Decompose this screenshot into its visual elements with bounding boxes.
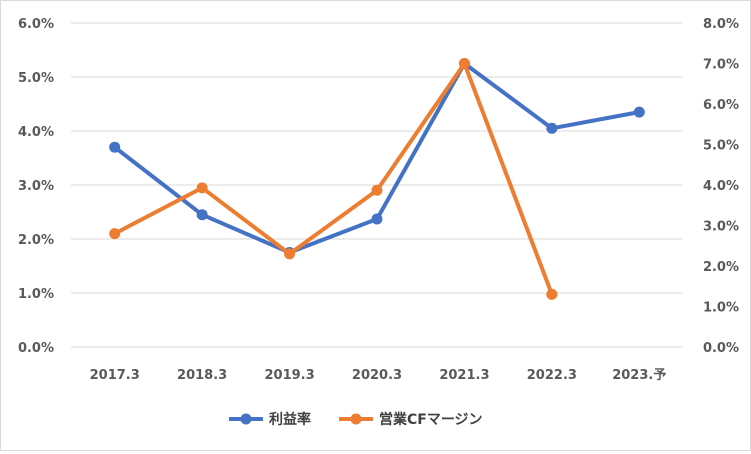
legend-label-cf-margin: 営業CFマージン [379, 411, 483, 428]
right-tick-label: 2.0% [703, 260, 739, 275]
data-point-profit-rate [371, 213, 383, 225]
left-tick-label: 3.0% [18, 179, 54, 194]
series-layer [109, 58, 645, 300]
right-y-axis: 0.0% 1.0% 2.0% 3.0% 4.0% 5.0% 6.0% 7.0% 8.0% [703, 17, 739, 356]
right-tick-label: 0.0% [703, 341, 739, 356]
left-tick-label: 0.0% [18, 341, 54, 356]
series-line-cf-margin [112, 61, 554, 297]
x-tick-label: 2022.3 [527, 368, 577, 383]
data-point-profit-rate [546, 122, 558, 134]
left-tick-label: 6.0% [18, 17, 54, 32]
legend-marker-cf-margin [350, 413, 362, 425]
right-tick-label: 7.0% [703, 58, 739, 73]
data-point-cf-margin [458, 58, 470, 69]
legend-label-profit-rate: 利益率 [269, 411, 311, 428]
right-tick-label: 5.0% [703, 139, 739, 154]
x-tick-label: 2019.3 [264, 368, 314, 383]
left-tick-label: 2.0% [18, 233, 54, 248]
data-point-profit-rate [196, 209, 208, 221]
data-point-cf-margin [546, 288, 558, 300]
right-tick-label: 6.0% [703, 98, 739, 113]
x-tick-label: 2017.3 [90, 368, 140, 383]
right-tick-label: 1.0% [703, 301, 739, 316]
right-tick-label: 4.0% [703, 179, 739, 194]
legend-marker-profit-rate [240, 413, 252, 425]
x-tick-label: 2020.3 [352, 368, 402, 383]
left-tick-label: 4.0% [18, 125, 54, 140]
x-axis: 2017.3 2018.3 2019.3 2020.3 2021.3 2022.3 2023… [90, 368, 667, 383]
legend: 利益率 営業CFマージン [229, 411, 483, 428]
x-tick-label: 2023.予 [612, 368, 666, 383]
data-point-cf-margin [284, 248, 296, 260]
data-point-cf-margin [109, 228, 121, 240]
data-point-profit-rate [633, 106, 645, 118]
data-point-profit-rate [109, 141, 121, 153]
right-tick-label: 8.0% [703, 17, 739, 32]
x-tick-label: 2021.3 [439, 368, 489, 383]
left-tick-label: 1.0% [18, 287, 54, 302]
right-tick-label: 3.0% [703, 220, 739, 235]
gridlines [71, 22, 683, 348]
x-tick-label: 2018.3 [177, 368, 227, 383]
data-point-cf-margin [371, 184, 383, 196]
left-y-axis: 0.0% 1.0% 2.0% 3.0% 4.0% 5.0% 6.0% [18, 17, 54, 356]
data-point-cf-margin [196, 182, 208, 194]
left-tick-label: 5.0% [18, 71, 54, 86]
